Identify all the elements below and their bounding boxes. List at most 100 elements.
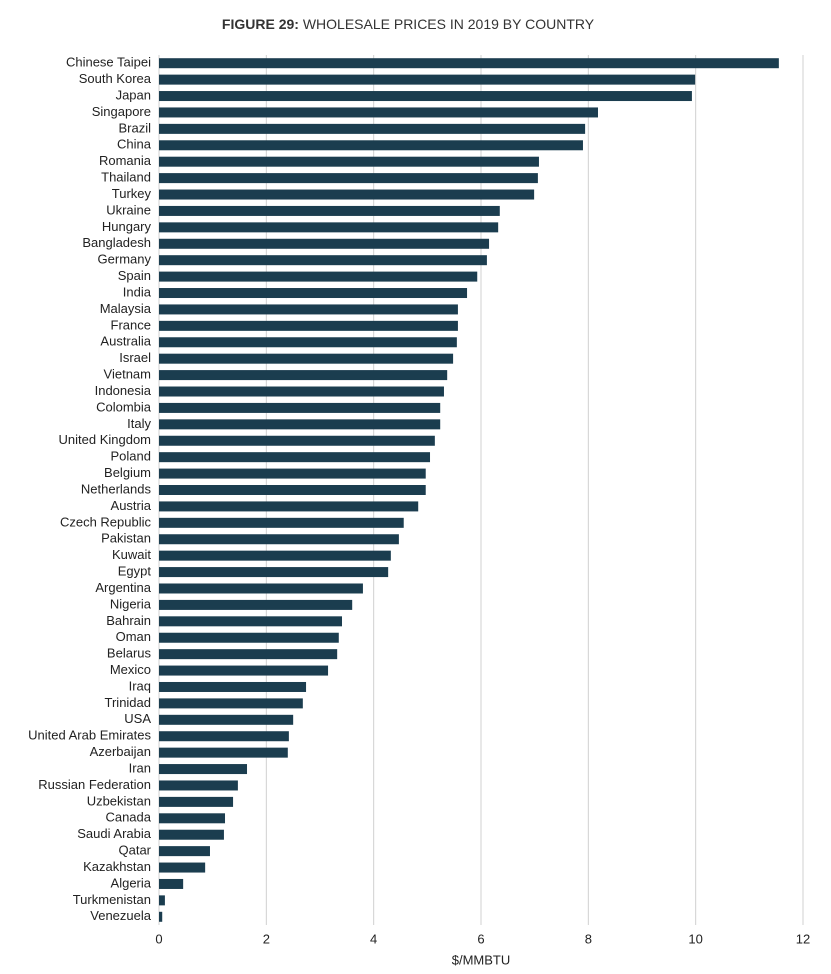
x-tick-label: 6 [477,931,484,946]
bar [159,829,224,840]
y-tick-label: Netherlands [81,481,152,496]
bar [159,337,457,348]
y-tick-label: Pakistan [101,531,151,546]
y-tick-label: Saudi Arabia [77,826,151,841]
bar [159,878,184,889]
y-tick-label: Turkey [112,186,152,201]
x-tick-label: 8 [585,931,592,946]
y-tick-label: Venezuela [90,908,151,923]
x-tick-label: 12 [796,931,810,946]
y-tick-label: United Kingdom [59,432,152,447]
bar [159,911,163,922]
y-tick-label: Spain [118,268,151,283]
bar [159,796,234,807]
bar [159,846,210,857]
bar [159,140,583,151]
bar [159,583,363,594]
y-tick-label: Belarus [107,646,152,661]
bar [159,665,329,676]
y-tick-label: Brazil [118,120,151,135]
bar [159,435,435,446]
y-tick-label: Australia [100,334,151,349]
x-tick-label: 4 [370,931,377,946]
bar [159,58,779,69]
bar [159,599,353,610]
bar [159,91,692,102]
y-tick-label: Austria [111,498,152,513]
y-tick-label: Kuwait [112,547,151,562]
bar [159,501,419,512]
bar [159,649,338,660]
bar [159,304,458,315]
y-tick-label: Bangladesh [82,235,151,250]
y-tick-label: Thailand [101,170,151,185]
y-tick-label: Bahrain [106,613,151,628]
bar [159,205,500,216]
x-tick-label: 0 [155,931,162,946]
y-tick-label: Oman [116,629,151,644]
y-tick-label: Azerbaijan [90,744,151,759]
y-tick-label: China [117,137,152,152]
y-tick-label: Chinese Taipei [66,55,151,70]
bar [159,173,538,184]
bar [159,550,391,561]
y-tick-label: Russian Federation [38,777,151,792]
bar [159,616,343,627]
y-tick-label: Belgium [104,465,151,480]
y-tick-label: Hungary [102,219,152,234]
y-tick-label: Iran [129,760,151,775]
y-tick-label: Colombia [96,399,152,414]
bar [159,567,389,578]
y-tick-label: Mexico [110,662,151,677]
bar [159,534,399,545]
y-tick-label: United Arab Emirates [28,728,151,743]
y-tick-label: Romania [99,153,152,168]
bar [159,288,468,299]
bar [159,764,248,775]
y-tick-label: Czech Republic [60,514,152,529]
bar [159,468,426,479]
bar [159,271,478,282]
y-tick-label: Argentina [95,580,151,595]
chart-title: FIGURE 29: WHOLESALE PRICES IN 2019 BY C… [222,16,595,32]
bar [159,714,294,725]
y-tick-label: Uzbekistan [87,793,151,808]
y-tick-label: Poland [111,449,151,464]
y-tick-label: Singapore [92,104,151,119]
y-tick-label: Kazakhstan [83,859,151,874]
figure-label: FIGURE 29: [222,16,299,32]
bar [159,780,238,791]
y-tick-label: Egypt [118,564,152,579]
y-tick-label: Nigeria [110,596,152,611]
bar [159,156,539,167]
y-tick-label: USA [124,711,151,726]
y-tick-label: India [123,284,152,299]
bar [159,731,289,742]
y-tick-label: Israel [119,350,151,365]
x-tick-label: 2 [263,931,270,946]
x-tick-label: 10 [688,931,702,946]
x-axis-label: $/MMBTU [452,952,511,967]
bar [159,353,454,364]
y-tick-label: Italy [127,416,151,431]
bar [159,74,696,85]
bar [159,747,288,758]
y-tick-label: Ukraine [106,202,151,217]
y-tick-label: Turkmenistan [73,892,151,907]
bar [159,632,339,643]
bar [159,517,404,528]
bar [159,238,490,249]
bar [159,320,458,331]
y-tick-label: Iraq [129,678,151,693]
y-tick-label: Indonesia [95,383,152,398]
bar [159,862,206,873]
y-tick-label: Germany [98,252,152,267]
y-tick-label: Canada [105,810,151,825]
y-tick-label: Malaysia [100,301,152,316]
bar [159,123,586,134]
bar [159,402,441,413]
y-tick-label: Vietnam [104,367,151,382]
bar [159,419,441,430]
y-tick-label: Qatar [118,843,151,858]
